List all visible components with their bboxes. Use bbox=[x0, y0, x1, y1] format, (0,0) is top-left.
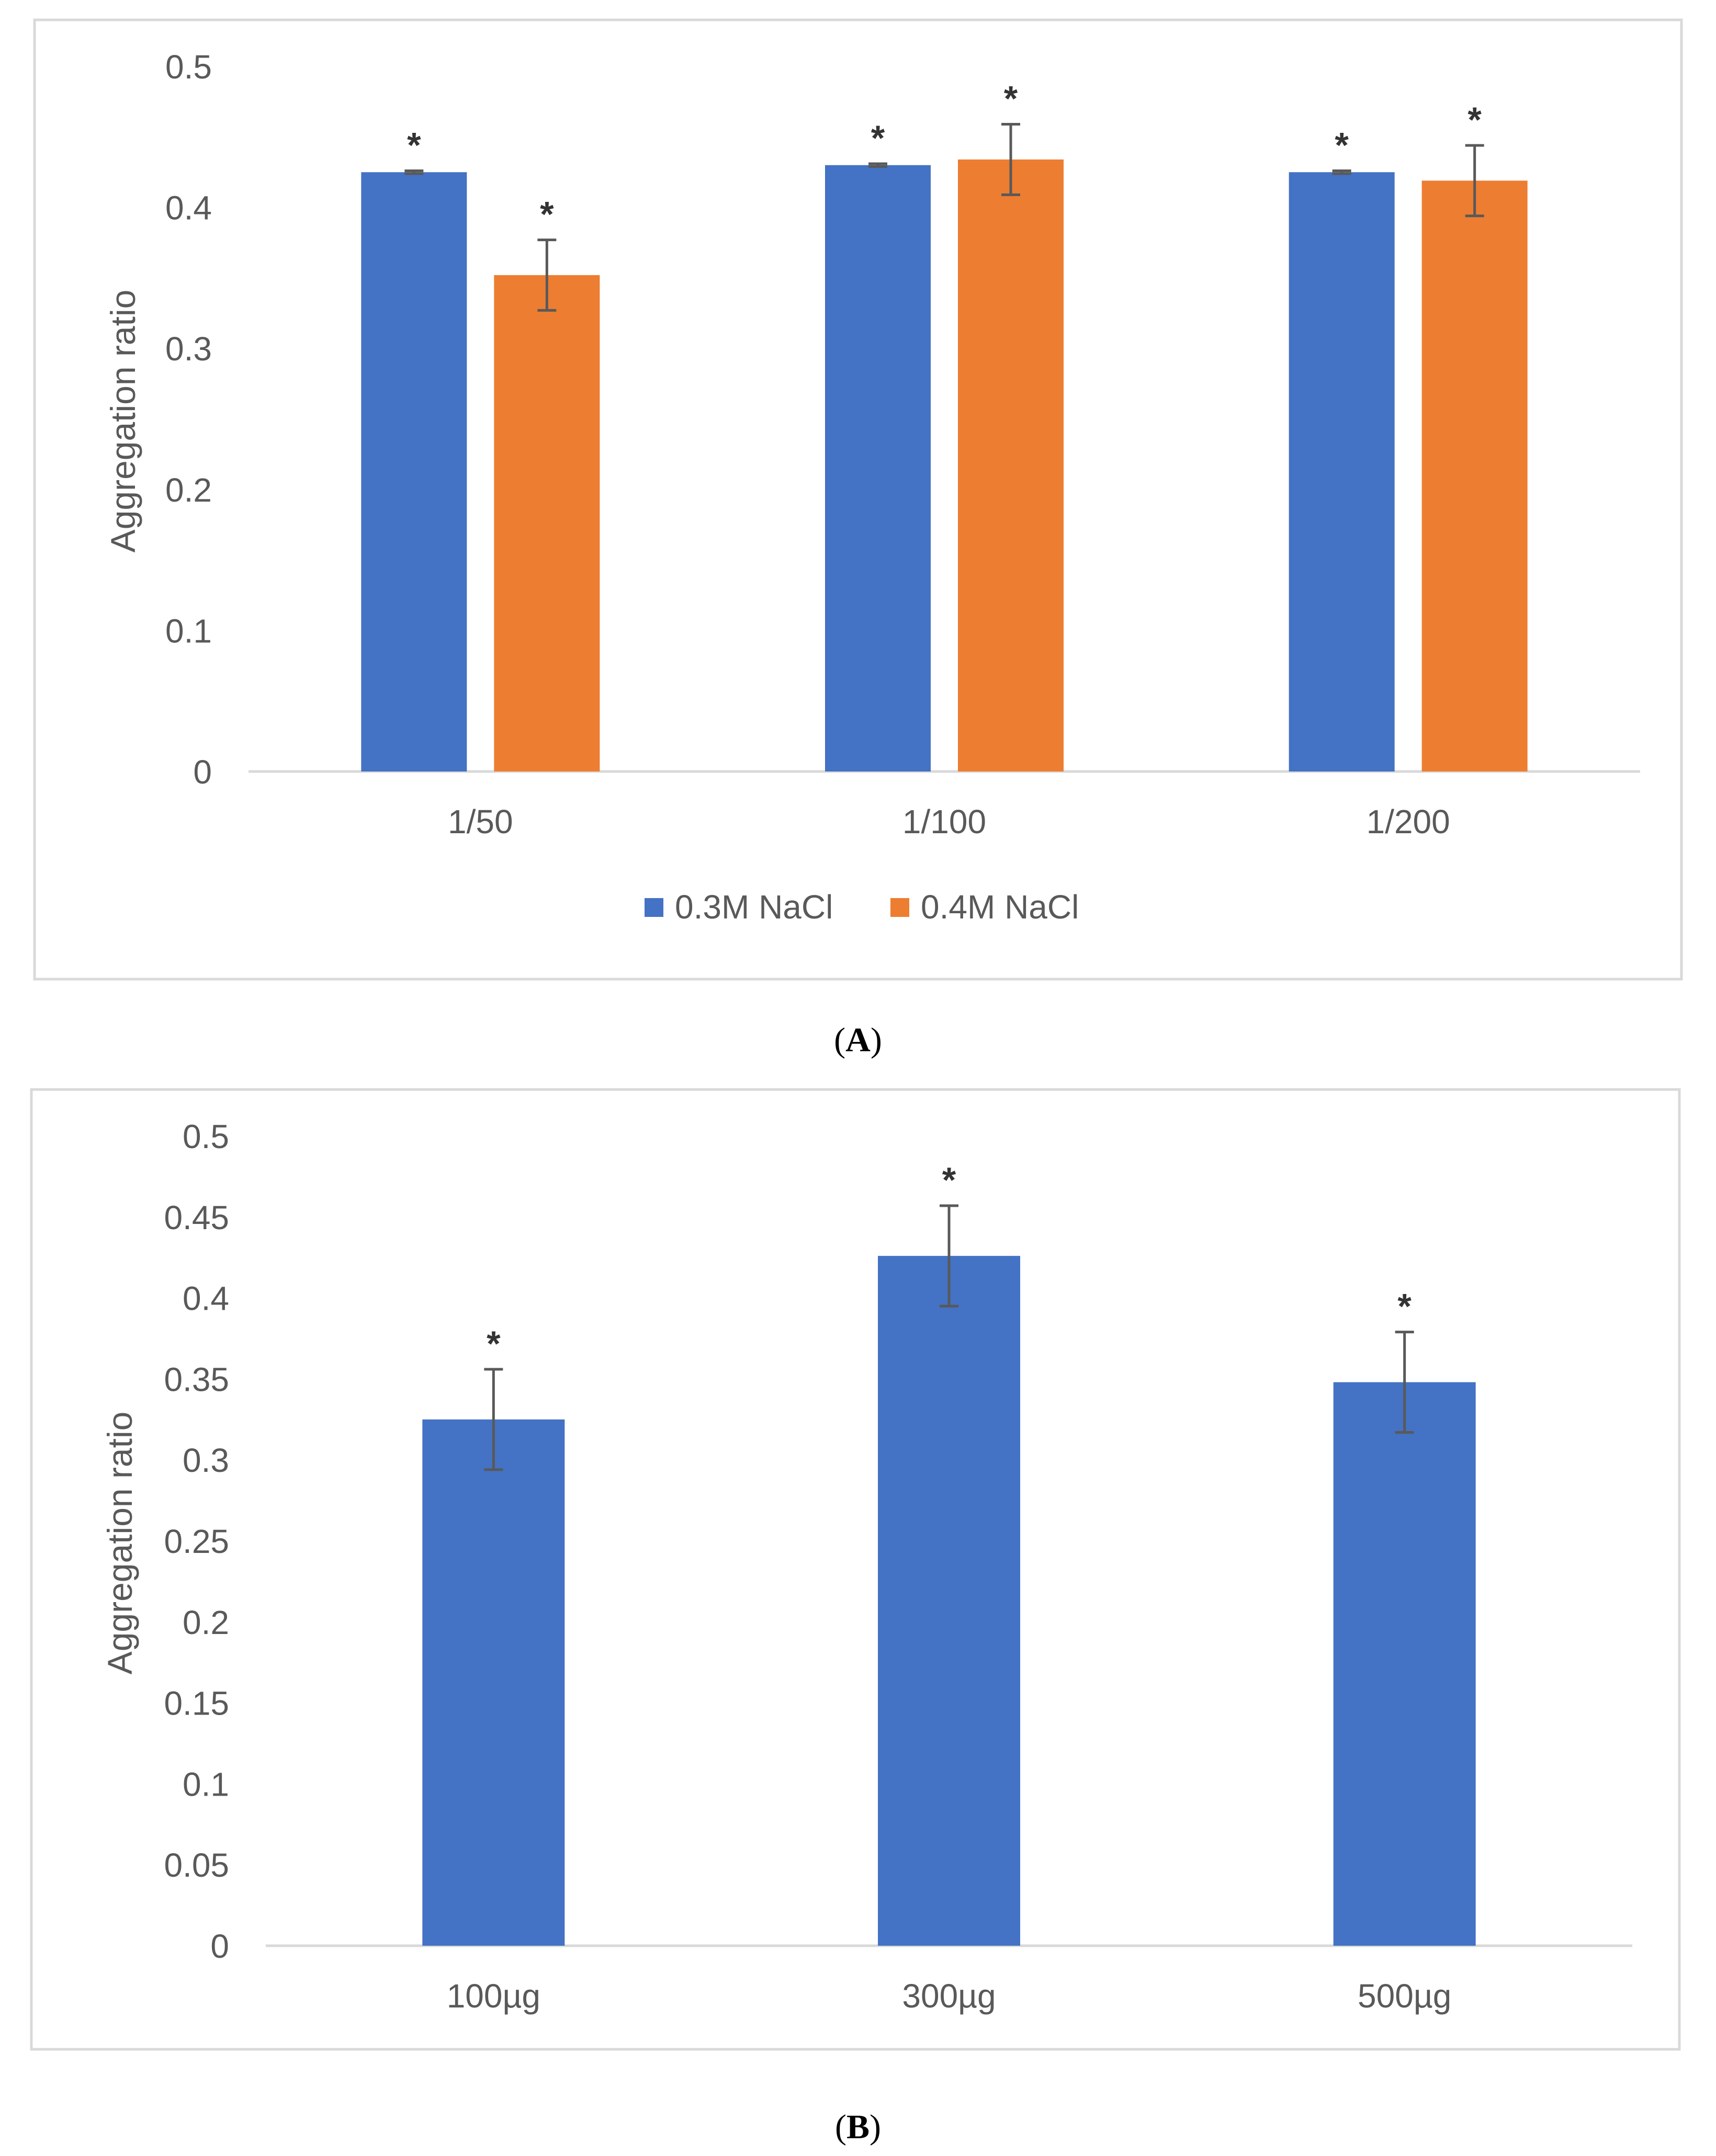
panel-a-significance-markers: * * * * * * bbox=[407, 79, 1482, 234]
panel-b-error-bar-series-100-g bbox=[484, 1368, 503, 1471]
panel-b-y-tick-0-3: 0.3 bbox=[183, 1442, 229, 1479]
panel-a-x-tick-labels: 1/50 1/100 1/200 bbox=[448, 803, 1450, 841]
panel-b-y-tick-0-45: 0.45 bbox=[164, 1199, 229, 1236]
panel-b-y-tick-labels: 0 0.05 0.1 0.15 0.2 0.25 0.3 0.35 0.4 0.45 0.5 bbox=[164, 1118, 229, 1965]
panel-a-y-tick-0-5: 0.5 bbox=[165, 48, 212, 86]
panel-a-significance-marker-0-3m-nacl-1-50: * bbox=[407, 126, 421, 165]
panel-b-caption: (B) bbox=[835, 2108, 881, 2146]
panel-a-error-bar-0-3m-nacl-1-100 bbox=[868, 162, 887, 168]
panel-a-error-bar-0-4m-nacl-1-50 bbox=[537, 239, 557, 312]
panel-a-bar-0-3m-nacl-1-100 bbox=[825, 165, 931, 772]
panel-b-significance-marker-series-500-g: * bbox=[1397, 1287, 1412, 1326]
panel-b-y-tick-0: 0 bbox=[210, 1927, 229, 1965]
panel-a-error-bar-0-3m-nacl-1-200 bbox=[1332, 169, 1351, 175]
panel-a-significance-marker-0-4m-nacl-1-200: * bbox=[1467, 100, 1482, 140]
panel-b-significance-markers: * * * bbox=[487, 1160, 1412, 1364]
panel-b-x-tick-labels: 100µg 300µg 500µg bbox=[447, 1977, 1452, 2015]
panel-b-y-tick-0-1: 0.1 bbox=[183, 1765, 229, 1803]
panel-b-y-tick-0-35: 0.35 bbox=[164, 1360, 229, 1398]
panel-a-y-tick-labels: 0 0.1 0.2 0.3 0.4 0.5 bbox=[165, 48, 212, 791]
panel-a-legend: 0.3M NaCl 0.4M NaCl bbox=[645, 888, 1079, 926]
panel-b-bars bbox=[422, 1256, 1476, 1946]
panel-b-y-tick-0-5: 0.5 bbox=[183, 1118, 229, 1155]
panel-a-bar-0-4m-nacl-1-50 bbox=[494, 275, 600, 771]
panel-b-significance-marker-series-300-g: * bbox=[942, 1160, 956, 1200]
panel-a-error-bar-0-4m-nacl-1-100 bbox=[1001, 123, 1020, 196]
panel-a-error-bar-0-3m-nacl-1-50 bbox=[404, 169, 424, 175]
panel-a-caption: (A) bbox=[834, 1021, 882, 1059]
panel-a-significance-marker-0-4m-nacl-1-100: * bbox=[1004, 79, 1018, 119]
legend-label-0-3m-nacl: 0.3M NaCl bbox=[675, 888, 833, 926]
panel-a-x-tick-1-100: 1/100 bbox=[902, 803, 986, 841]
panel-a-error-bar-0-4m-nacl-1-200 bbox=[1465, 144, 1484, 218]
panel-b-bar-series-500-g bbox=[1333, 1382, 1476, 1946]
panel-b-error-bar-series-300-g bbox=[940, 1204, 958, 1308]
panel-a-bar-0-4m-nacl-1-100 bbox=[958, 159, 1064, 771]
panel-b-bar-series-300-g bbox=[878, 1256, 1020, 1946]
panel-b-y-tick-0-25: 0.25 bbox=[164, 1523, 229, 1560]
legend-label-0-4m-nacl: 0.4M NaCl bbox=[921, 888, 1079, 926]
panel-a-y-tick-0-3: 0.3 bbox=[165, 330, 212, 368]
panel-a-y-axis-title: Aggregation ratio bbox=[104, 290, 142, 553]
panel-a-y-tick-0-4: 0.4 bbox=[165, 189, 212, 227]
panel-b-chart: 00.050.10.150.20.250.30.350.40.450.5 ***… bbox=[30, 1088, 1681, 2051]
panel-a-y-tick-0-2: 0.2 bbox=[165, 471, 212, 509]
panel-b-y-tick-0-05: 0.05 bbox=[164, 1846, 229, 1884]
panel-a-bars bbox=[361, 159, 1528, 772]
panel-b-y-tick-0-4: 0.4 bbox=[183, 1280, 229, 1318]
panel-a-x-tick-1-200: 1/200 bbox=[1367, 803, 1450, 841]
panel-a-y-tick-0-1: 0.1 bbox=[165, 612, 212, 650]
legend-swatch-0-3m-nacl bbox=[645, 898, 663, 917]
panel-a-error-bars bbox=[404, 123, 1484, 312]
panel-b-bar-series-100-g bbox=[422, 1419, 565, 1946]
panel-b-error-bar-series-500-g bbox=[1395, 1331, 1414, 1434]
panel-a-significance-marker-0-4m-nacl-1-50: * bbox=[540, 195, 554, 234]
panel-b-x-tick-100-g: 100µg bbox=[447, 1977, 540, 2015]
panel-b-significance-marker-series-100-g: * bbox=[487, 1324, 501, 1364]
panel-a-significance-marker-0-3m-nacl-1-100: * bbox=[871, 118, 885, 158]
panel-b-x-tick-300-g: 300µg bbox=[902, 1977, 996, 2015]
panel-b-y-axis-title: Aggregation ratio bbox=[100, 1412, 139, 1675]
panel-a-bar-0-3m-nacl-1-200 bbox=[1289, 172, 1395, 772]
legend-swatch-0-4m-nacl bbox=[890, 898, 909, 917]
panel-a-significance-marker-0-3m-nacl-1-200: * bbox=[1335, 126, 1349, 165]
panel-b-x-tick-500-g: 500µg bbox=[1358, 1977, 1451, 2015]
panel-a-y-tick-0: 0 bbox=[193, 753, 212, 791]
panel-a-bar-0-4m-nacl-1-200 bbox=[1421, 180, 1528, 772]
panel-a-bar-0-3m-nacl-1-50 bbox=[361, 172, 467, 772]
panel-b-y-tick-0-2: 0.2 bbox=[183, 1604, 229, 1641]
panel-a-x-tick-1-50: 1/50 bbox=[448, 803, 513, 841]
panel-b-y-tick-0-15: 0.15 bbox=[164, 1685, 229, 1722]
panel-b-error-bars bbox=[484, 1204, 1414, 1471]
panel-a-chart: 0 0.1 0.2 0.3 0.4 0.5 * * * * * * 1/50 1/100 1/200 A… bbox=[33, 18, 1683, 981]
